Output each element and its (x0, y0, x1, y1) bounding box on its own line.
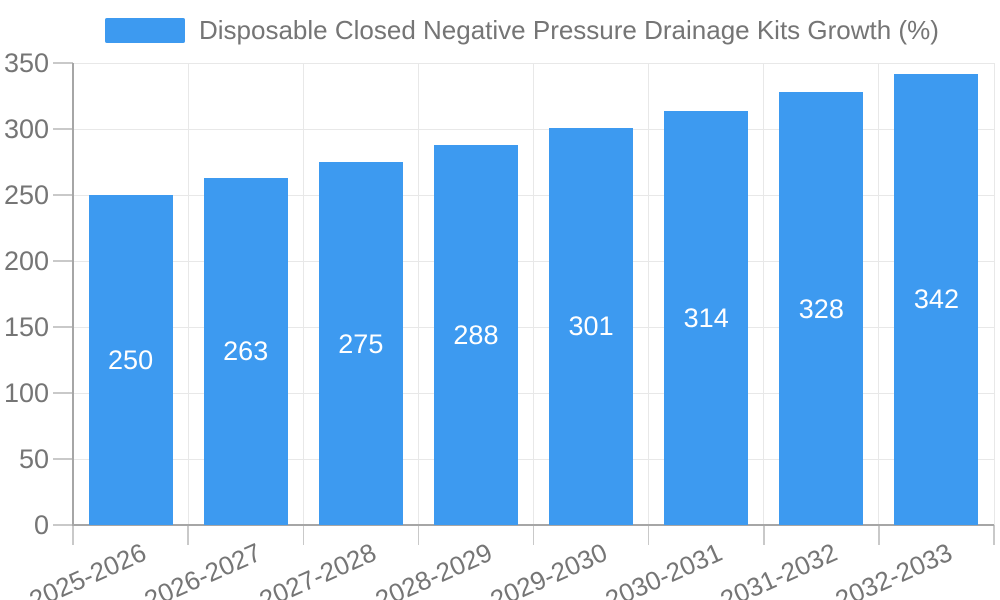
y-tick-label: 100 (3, 378, 49, 408)
v-gridline (878, 63, 880, 525)
y-axis-tick (53, 392, 73, 394)
x-tick-label: 2029-2030 (485, 537, 612, 600)
y-tick-label: 200 (3, 246, 49, 276)
y-tick-label: 250 (3, 180, 49, 210)
x-axis-tick (993, 525, 995, 545)
v-gridline (533, 63, 534, 525)
x-axis-tick (417, 525, 420, 545)
bar-value-label: 314 (683, 302, 729, 333)
x-tick-label: 2025-2026 (24, 537, 151, 600)
y-tick-label: 350 (3, 48, 49, 78)
v-gridline (302, 63, 304, 525)
bar-value-label: 301 (568, 311, 614, 342)
x-tick-label: 2027-2028 (255, 537, 382, 600)
bar-value-label: 263 (223, 336, 269, 367)
v-gridline (417, 63, 419, 525)
x-tick-label: 2026-2027 (140, 537, 266, 600)
bar[interactable] (88, 195, 173, 525)
bar-value-label: 250 (108, 345, 154, 375)
y-axis-tick (53, 260, 73, 262)
x-axis-tick (302, 525, 304, 545)
y-axis-line (72, 63, 74, 525)
x-axis-tick (72, 525, 74, 545)
x-tick-label: 2028-2029 (370, 537, 497, 600)
y-axis-tick (53, 458, 73, 460)
bar[interactable] (433, 144, 518, 525)
bar-value-label: 342 (913, 284, 959, 315)
x-axis-line (72, 524, 994, 526)
legend-item[interactable]: Disposable Closed Negative Pressure Drai… (105, 14, 939, 46)
bar[interactable] (779, 92, 864, 525)
v-gridline (648, 63, 650, 525)
y-tick-label: 50 (18, 444, 49, 474)
bar[interactable] (318, 162, 403, 525)
y-tick-label: 150 (3, 312, 49, 342)
x-axis-tick (187, 525, 189, 545)
bar-value-label: 288 (453, 319, 499, 350)
x-tick-label: 2031-2032 (715, 537, 842, 600)
y-axis-tick (53, 128, 73, 130)
plot-area: 0 50 100 150 200 250 300 350 250 2025-2026 263 2026… (4, 48, 995, 600)
y-tick-label: 300 (3, 114, 49, 144)
bar[interactable] (549, 127, 634, 525)
v-gridline (993, 63, 995, 525)
x-axis-tick (647, 525, 650, 545)
bar-value-label: 275 (338, 328, 384, 359)
v-gridline (763, 63, 765, 525)
bar[interactable] (664, 110, 749, 525)
y-axis-tick (53, 524, 73, 526)
legend-swatch (105, 17, 185, 43)
bar[interactable] (203, 177, 288, 525)
bar[interactable] (894, 73, 979, 525)
x-axis-tick (763, 525, 765, 545)
y-axis-tick (53, 194, 73, 196)
y-axis-tick (53, 326, 73, 328)
x-tick-label: 2032-2033 (830, 537, 957, 600)
y-axis-tick (53, 62, 73, 64)
x-axis-tick (878, 525, 880, 545)
x-tick-label: 2030-2031 (600, 537, 727, 600)
legend-label: Disposable Closed Negative Pressure Drai… (199, 15, 939, 45)
y-tick-label: 0 (33, 510, 49, 540)
v-gridline (187, 63, 189, 525)
x-axis-tick (532, 525, 535, 545)
bar-value-label: 328 (798, 293, 844, 324)
